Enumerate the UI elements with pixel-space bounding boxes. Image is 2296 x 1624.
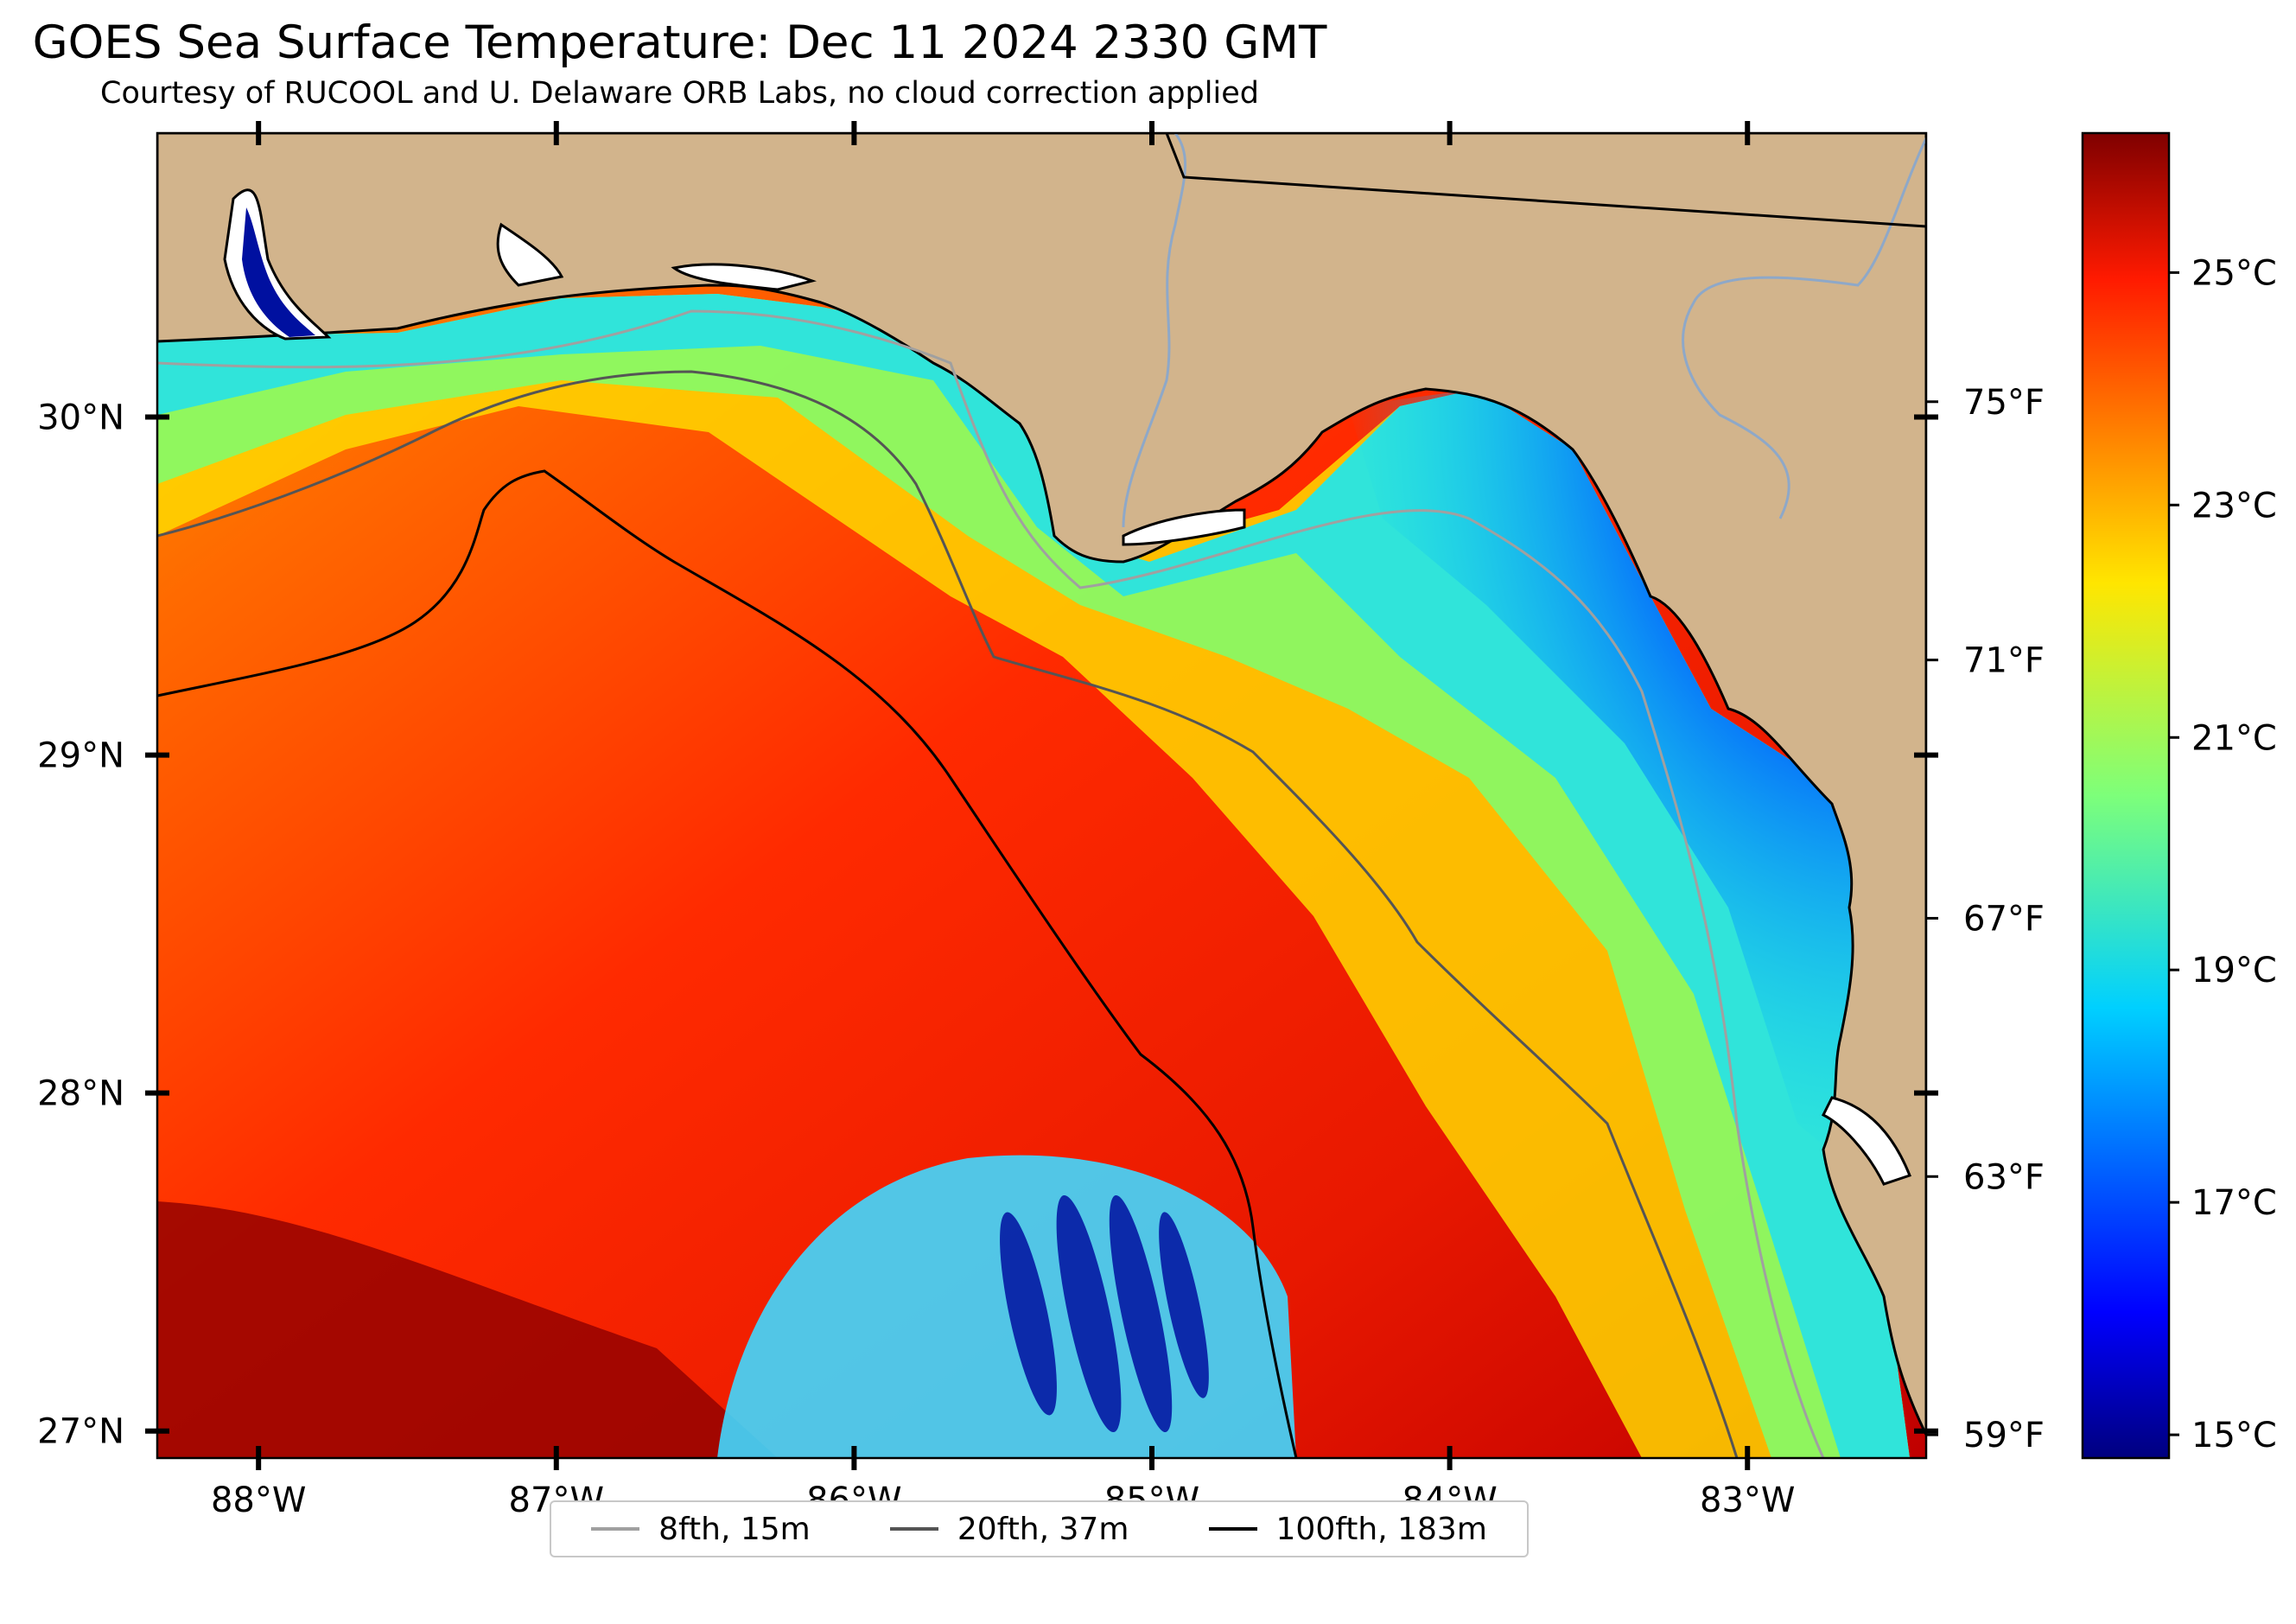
fahrenheit-label: 67°F (1963, 899, 2045, 939)
colorbar-label: 23°C (2191, 486, 2277, 525)
choctaw-bay (671, 263, 817, 291)
river-chattahoochee (1122, 133, 1186, 528)
fahrenheit-label: 75°F (1963, 383, 2045, 423)
legend-line-swatch (1208, 1527, 1257, 1531)
contour-37m (157, 370, 1739, 1458)
lat-label: 27°N (37, 1412, 124, 1452)
contour-183m (157, 469, 1298, 1458)
colorbar-ticks: 25°C 23°C 21°C 19°C 17°C 15°C (2169, 253, 2277, 1455)
sst-dark-red-patch (157, 1201, 778, 1458)
tampa-bay (1821, 1096, 1911, 1186)
colorbar-label: 19°C (2191, 951, 2277, 990)
chart-title: GOES Sea Surface Temperature: Dec 11 202… (32, 16, 1327, 69)
river-suwannee (1682, 137, 1926, 519)
apalachicola-bay (1122, 508, 1246, 546)
legend-item: 8fth, 15m (591, 1512, 811, 1547)
legend-label: 8fth, 15m (658, 1511, 811, 1547)
pensacola-bay (496, 222, 564, 287)
legend-line-swatch (889, 1527, 938, 1531)
lat-label: 29°N (37, 736, 124, 776)
state-border (1165, 133, 1926, 228)
fahrenheit-label: 71°F (1963, 641, 2045, 681)
colorbar (2081, 131, 2171, 1460)
sst-cool-stripes (1000, 1194, 1209, 1433)
legend: 8fth, 15m 20fth, 37m 100fth, 183m (550, 1500, 1529, 1557)
lat-label: 30°N (37, 398, 124, 438)
colorbar-label: 21°C (2191, 718, 2277, 758)
chart-subtitle: Courtesy of RUCOOL and U. Delaware ORB L… (100, 76, 1259, 111)
contour-15m (157, 309, 1825, 1458)
legend-item: 20fth, 37m (889, 1511, 1129, 1547)
legend-label: 100fth, 183m (1275, 1511, 1487, 1547)
mobile-bay-water (242, 207, 315, 337)
lon-label: 88°W (211, 1481, 306, 1520)
map-frame (156, 131, 1928, 1460)
lat-label: 28°N (37, 1074, 124, 1114)
legend-label: 20fth, 37m (957, 1511, 1129, 1547)
sst-coastal-deep-blue (1348, 389, 1884, 1167)
colorbar-label: 25°C (2191, 253, 2277, 293)
colorbar-label: 17°C (2191, 1183, 2277, 1223)
fahrenheit-label: 59°F (1963, 1416, 2045, 1455)
colorbar-label: 15°C (2191, 1416, 2277, 1455)
fahrenheit-label: 63°F (1963, 1157, 2045, 1197)
lon-label: 83°W (1700, 1481, 1795, 1520)
legend-item: 100fth, 183m (1208, 1511, 1487, 1547)
legend-line-swatch (591, 1527, 640, 1531)
